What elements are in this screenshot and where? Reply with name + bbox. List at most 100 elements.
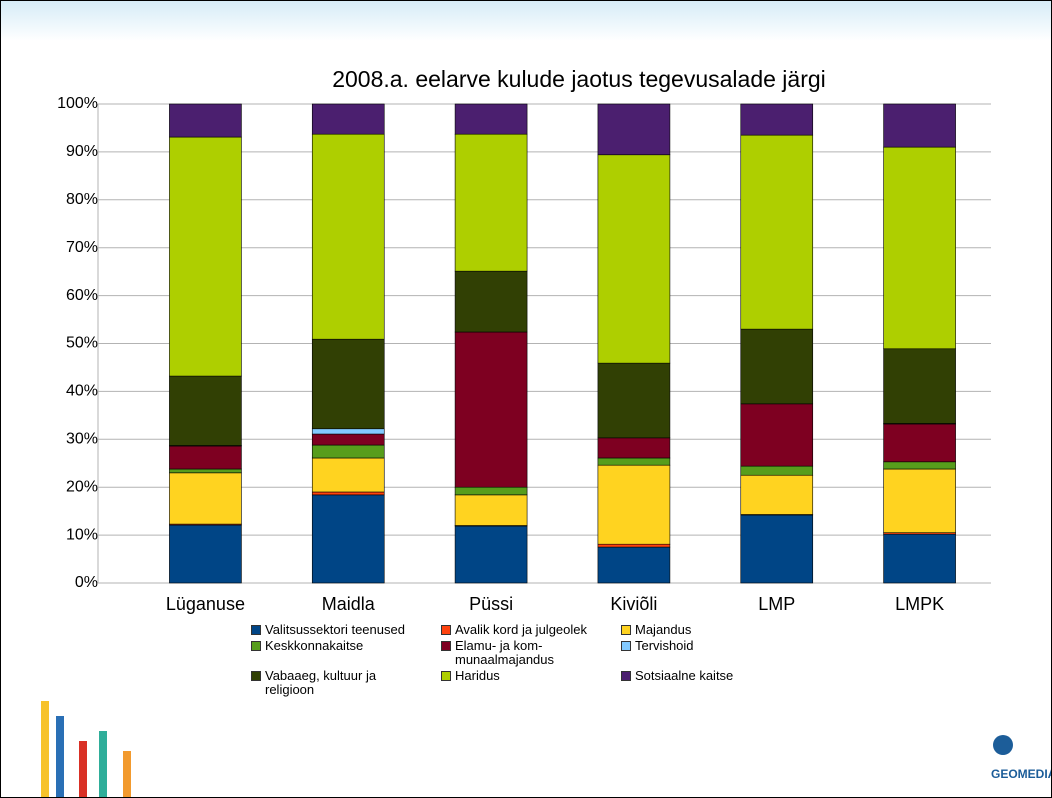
y-tick-label: 40% [66, 383, 98, 400]
legend-item: Vabaaeg, kultuur ja religioon [251, 669, 441, 697]
bar-segment [740, 103, 814, 136]
decor [79, 741, 87, 797]
y-tick-label: 60% [66, 287, 98, 304]
logo: GEOMEDIA [991, 767, 1052, 781]
bar-segment [883, 103, 956, 148]
legend-swatch [441, 625, 451, 635]
bar-segment [597, 103, 671, 156]
bar-segment [169, 472, 242, 525]
legend-swatch [251, 671, 261, 681]
bar-segment [454, 486, 528, 496]
bar-segment [311, 433, 385, 446]
y-tick-label: 10% [66, 526, 98, 543]
x-tick-label: Maidla [322, 594, 376, 614]
bar-segment [597, 154, 671, 364]
bar-segment [454, 270, 528, 333]
bar-segment [883, 461, 956, 470]
bar-segment [740, 403, 814, 467]
bar-segment [883, 348, 956, 424]
bar-segment [169, 445, 242, 470]
legend-label: Valitsussektori teenused [265, 622, 405, 637]
x-tick-label: Kiviõli [610, 594, 657, 614]
bar-segment [311, 494, 385, 584]
bar-segment [454, 331, 528, 488]
y-tick-label: 20% [66, 478, 98, 495]
legend-item: Majandus [621, 623, 771, 637]
legend-swatch [251, 641, 261, 651]
legend-label: Sotsiaalne kaitse [635, 668, 734, 683]
bar-segment [883, 423, 956, 463]
x-tick-label: Lüganuse [166, 594, 245, 614]
legend-label: Elamu- ja kom-munaalmajandus [455, 638, 555, 667]
y-tick-label: 80% [66, 191, 98, 208]
legend-label: Avalik kord ja julgeolek [455, 622, 587, 637]
legend-item: Haridus [441, 669, 621, 697]
bar-segment [311, 444, 385, 459]
bar-segment [169, 136, 242, 377]
bar-segment [597, 543, 671, 548]
legend-swatch [621, 641, 631, 651]
bar-segment [597, 546, 671, 584]
bar-segment [169, 103, 242, 138]
bar-segment [454, 494, 528, 526]
legend-item: Sotsiaalne kaitse [621, 669, 771, 697]
y-tick-label: 100% [57, 95, 98, 112]
bar-segment [454, 133, 528, 272]
legend-swatch [251, 625, 261, 635]
bar-segment [311, 491, 385, 496]
bar-segment [740, 514, 814, 584]
bar-segment [597, 464, 671, 545]
y-tick-label: 90% [66, 143, 98, 160]
bar-segment [454, 103, 528, 135]
decor [41, 701, 49, 797]
bar-segment [311, 133, 385, 340]
legend-item: Elamu- ja kom-munaalmajandus [441, 639, 621, 667]
bar-segment [740, 465, 814, 476]
bar-segment [311, 428, 385, 435]
legend-swatch [621, 671, 631, 681]
y-tick-label: 50% [66, 335, 98, 352]
legend-item: Avalik kord ja julgeolek [441, 623, 621, 637]
bar-segment [740, 474, 814, 515]
bar-segment [169, 375, 242, 446]
legend-item: Tervishoid [621, 639, 771, 667]
legend: Valitsussektori teenused Avalik kord ja j… [251, 623, 771, 697]
bar-segment [169, 468, 242, 474]
bar-segment [740, 134, 814, 330]
bar-segment [169, 524, 242, 584]
logo-icon [993, 735, 1013, 755]
bar-segment [311, 457, 385, 493]
bar-segment [883, 146, 956, 350]
bar-segment [740, 328, 814, 405]
bar-segment [883, 533, 956, 584]
legend-label: Majandus [635, 622, 692, 637]
legend-label: Tervishoid [635, 638, 694, 653]
bar-segment [454, 525, 528, 584]
bar-segment [311, 103, 385, 135]
bar-segment [597, 437, 671, 459]
legend-item: Keskkonnakaitse [251, 639, 441, 667]
legend-label: Haridus [455, 668, 500, 683]
legend-item: Valitsussektori teenused [251, 623, 441, 637]
legend-swatch [441, 671, 451, 681]
legend-swatch [621, 625, 631, 635]
bar-segment [597, 362, 671, 439]
y-tick-label: 30% [66, 431, 98, 448]
chart-title: 2008.a. eelarve kulude jaotus tegevusala… [332, 66, 826, 92]
legend-swatch [441, 641, 451, 651]
decor [123, 751, 131, 797]
y-tick-label: 70% [66, 239, 98, 256]
decor [99, 731, 107, 797]
bar-segment [311, 338, 385, 430]
x-tick-label: LMPK [895, 594, 944, 614]
legend-label: Vabaaeg, kultuur ja religioon [265, 668, 377, 697]
decor [56, 716, 64, 797]
bar-segment [597, 457, 671, 466]
x-tick-label: LMP [758, 594, 795, 614]
bar-segment [883, 468, 956, 534]
y-tick-label: 0% [75, 574, 98, 591]
legend-label: Keskkonnakaitse [265, 638, 364, 653]
x-tick-label: Püssi [469, 594, 513, 614]
